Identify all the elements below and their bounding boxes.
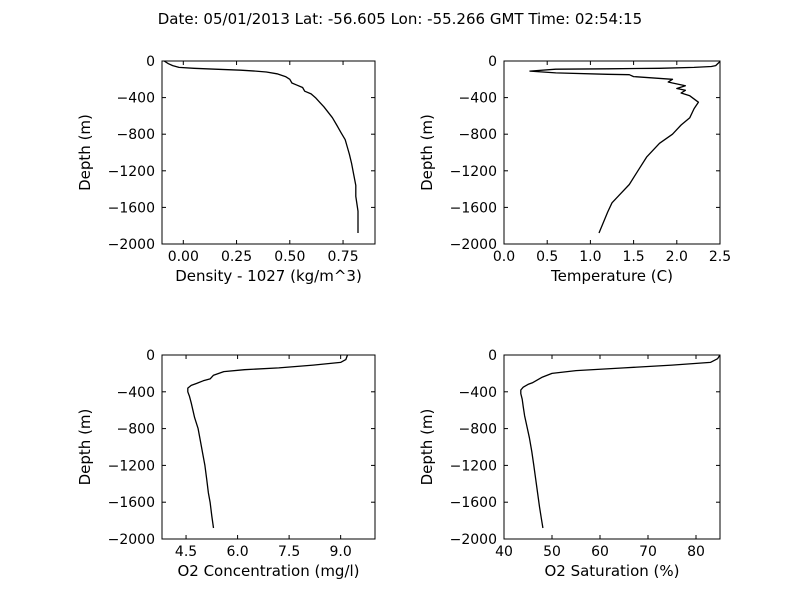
axes-frame	[161, 354, 376, 540]
y-tick-label: 0	[146, 348, 155, 364]
x-tick-label: 2.0	[666, 249, 688, 265]
y-tick-label: −2000	[108, 237, 155, 253]
y-tick-label: −1200	[450, 458, 497, 474]
y-tick-label: −1600	[450, 200, 497, 216]
y-tick-label: −1600	[450, 495, 497, 511]
subplot-o2-saturation: 40 50 60 70 80 0 −400 −800 −1200 −1600 −2000 O2 Sat…	[418, 348, 721, 580]
y-tick-label: −2000	[450, 532, 497, 548]
x-tick-label: 2.5	[709, 249, 731, 265]
x-tick-label: 1.0	[579, 249, 601, 265]
y-tick-label: −400	[117, 385, 155, 401]
x-tick-label: 0.0	[493, 249, 515, 265]
subplot-o2-concentration: 4.5 6.0 7.5 9.0 0 −400 −800 −1200 −1600 −2000 O2 C…	[76, 348, 376, 580]
y-axis-label: Depth (m)	[418, 114, 436, 191]
x-tick-label: 4.5	[175, 544, 197, 560]
axes-frame	[503, 354, 721, 540]
x-axis-label: O2 Saturation (%)	[544, 562, 679, 580]
x-tick-label: 0.5	[536, 249, 558, 265]
subplot-temperature: 0.0 0.5 1.0 1.5 2.0 2.5 0 −400 −800 −1200 −1600 −20…	[418, 54, 731, 285]
profile-line	[187, 354, 349, 529]
x-tick-label: 7.5	[278, 544, 300, 560]
x-tick-label: 60	[591, 544, 609, 560]
subplot-density: 0.00 0.25 0.50 0.75 0 −400 −800 −1200 −1600 −2000…	[76, 54, 376, 285]
y-tick-label: −1600	[108, 495, 155, 511]
y-tick-label: −400	[459, 385, 497, 401]
y-tick-label: −400	[117, 91, 155, 107]
x-tick-label: 80	[687, 544, 705, 560]
x-tick-label: 1.5	[622, 249, 644, 265]
subplots-container: 0.00 0.25 0.50 0.750−400−800−1200−1600−2000…	[76, 54, 731, 580]
y-tick-label: −800	[459, 422, 497, 438]
y-axis-label: Depth (m)	[76, 409, 94, 486]
y-tick-label: −800	[117, 127, 155, 143]
axes-frame	[503, 60, 721, 245]
x-tick-label: 0.00	[168, 249, 199, 265]
y-tick-label: −2000	[108, 532, 155, 548]
x-tick-label: 70	[639, 544, 657, 560]
y-tick-label: −1200	[450, 164, 497, 180]
x-axis-label: Temperature (C)	[550, 267, 673, 285]
y-tick-label: 0	[488, 54, 497, 70]
y-tick-label: 0	[146, 54, 155, 70]
y-tick-label: −800	[459, 127, 497, 143]
y-tick-label: −800	[117, 422, 155, 438]
profile-line	[163, 60, 359, 233]
y-tick-label: −400	[459, 91, 497, 107]
profile-line	[529, 61, 721, 234]
x-axis-label: Density - 1027 (kg/m^3)	[175, 267, 362, 285]
x-tick-label: 0.25	[221, 249, 252, 265]
x-tick-label: 9.0	[330, 544, 352, 560]
y-axis-label: Depth (m)	[76, 114, 94, 191]
x-tick-label: 50	[543, 544, 561, 560]
y-tick-label: −1200	[108, 458, 155, 474]
figure-title: Date: 05/01/2013 Lat: -56.605 Lon: -55.2…	[158, 10, 642, 28]
x-tick-label: 0.50	[274, 249, 305, 265]
x-tick-label: 6.0	[226, 544, 248, 560]
x-axis-label: O2 Concentration (mg/l)	[177, 562, 359, 580]
y-tick-label: −2000	[450, 237, 497, 253]
axes-frame	[161, 60, 376, 245]
profile-line	[520, 354, 721, 529]
y-axis-label: Depth (m)	[418, 409, 436, 486]
y-tick-label: −1600	[108, 200, 155, 216]
x-tick-label: 0.75	[327, 249, 358, 265]
y-tick-label: 0	[488, 348, 497, 364]
x-tick-label: 40	[495, 544, 513, 560]
y-tick-label: −1200	[108, 164, 155, 180]
